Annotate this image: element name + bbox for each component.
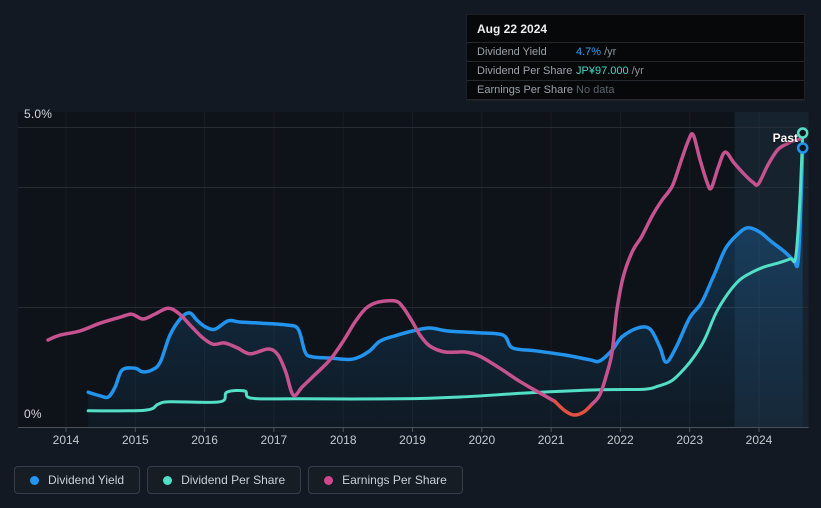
x-axis-tick-label: 2019 [399, 433, 426, 447]
tooltip-row-label: Dividend Yield [477, 46, 547, 58]
tooltip-date: Aug 22 2024 [467, 15, 804, 43]
tooltip-row-unit: /yr [631, 65, 644, 77]
tooltip-row-value: No data [576, 84, 615, 96]
legend-item-dividend-yield[interactable]: Dividend Yield [14, 466, 141, 494]
legend-dot-icon [324, 475, 334, 485]
dividend-yield-area [88, 148, 803, 427]
x-axis-tick-label: 2020 [468, 433, 496, 447]
tooltip-row-value: JP¥97.000 [576, 65, 629, 77]
x-axis-tick-label: 2014 [52, 433, 80, 447]
legend-dot-icon [30, 475, 39, 485]
earnings-per-share-line [46, 298, 557, 403]
tooltip-row-unit: /yr [604, 46, 617, 58]
legend-item-label: Earnings Per Share [342, 473, 447, 487]
x-axis-tick-label: 2024 [745, 433, 773, 447]
dividend-per-share-line [86, 131, 805, 413]
x-axis-tick-label: 2023 [676, 433, 704, 447]
tooltip-row-label: Dividend Per Share [477, 65, 573, 77]
legend-item-earnings-per-share[interactable]: Earnings Per Share [308, 466, 463, 494]
earnings-per-share-line [590, 132, 802, 406]
plot-area[interactable] [18, 112, 809, 428]
tooltip-row: Dividend Per Share JP¥97.000/yr [467, 62, 804, 81]
dividend-yield-end-marker[interactable] [796, 142, 809, 154]
chart-legend: Dividend Yield Dividend Per Share Earnings… [14, 466, 463, 494]
tooltip-rows: Dividend Yield 4.7%/yr Dividend Per Share J… [467, 43, 804, 100]
legend-item-label: Dividend Per Share [181, 473, 286, 487]
x-axis-tick-label: 2022 [607, 433, 634, 447]
x-axis-tick-label: 2016 [191, 433, 218, 447]
x-axis-tick-label: 2018 [329, 433, 357, 447]
earnings-per-share-line-negative [552, 399, 594, 417]
x-axis-tick-label: 2021 [537, 433, 565, 447]
past-label: Past [772, 131, 798, 145]
dividend-yield-line [86, 146, 805, 400]
x-axis-tick-label: 2017 [260, 433, 288, 447]
chart-tooltip: Aug 22 2024 Dividend Yield 4.7%/yr Dividen… [466, 14, 805, 101]
legend-item-label: Dividend Yield [48, 473, 125, 487]
tooltip-row: Dividend Yield 4.7%/yr [467, 43, 804, 62]
y-axis-top-label: 5.0% [24, 107, 53, 121]
tooltip-row: Earnings Per Share No data [467, 81, 804, 100]
x-axis-tick-label: 2015 [121, 433, 149, 447]
y-axis-bottom-label: 0% [24, 407, 42, 421]
dividend-per-share-end-marker[interactable] [796, 127, 809, 139]
legend-dot-icon [163, 475, 173, 485]
tooltip-row-value: 4.7% [576, 46, 602, 58]
tooltip-row-label: Earnings Per Share [477, 84, 573, 96]
dividend-history-chart[interactable] [0, 0, 821, 460]
legend-item-dividend-per-share[interactable]: Dividend Per Share [147, 466, 302, 494]
